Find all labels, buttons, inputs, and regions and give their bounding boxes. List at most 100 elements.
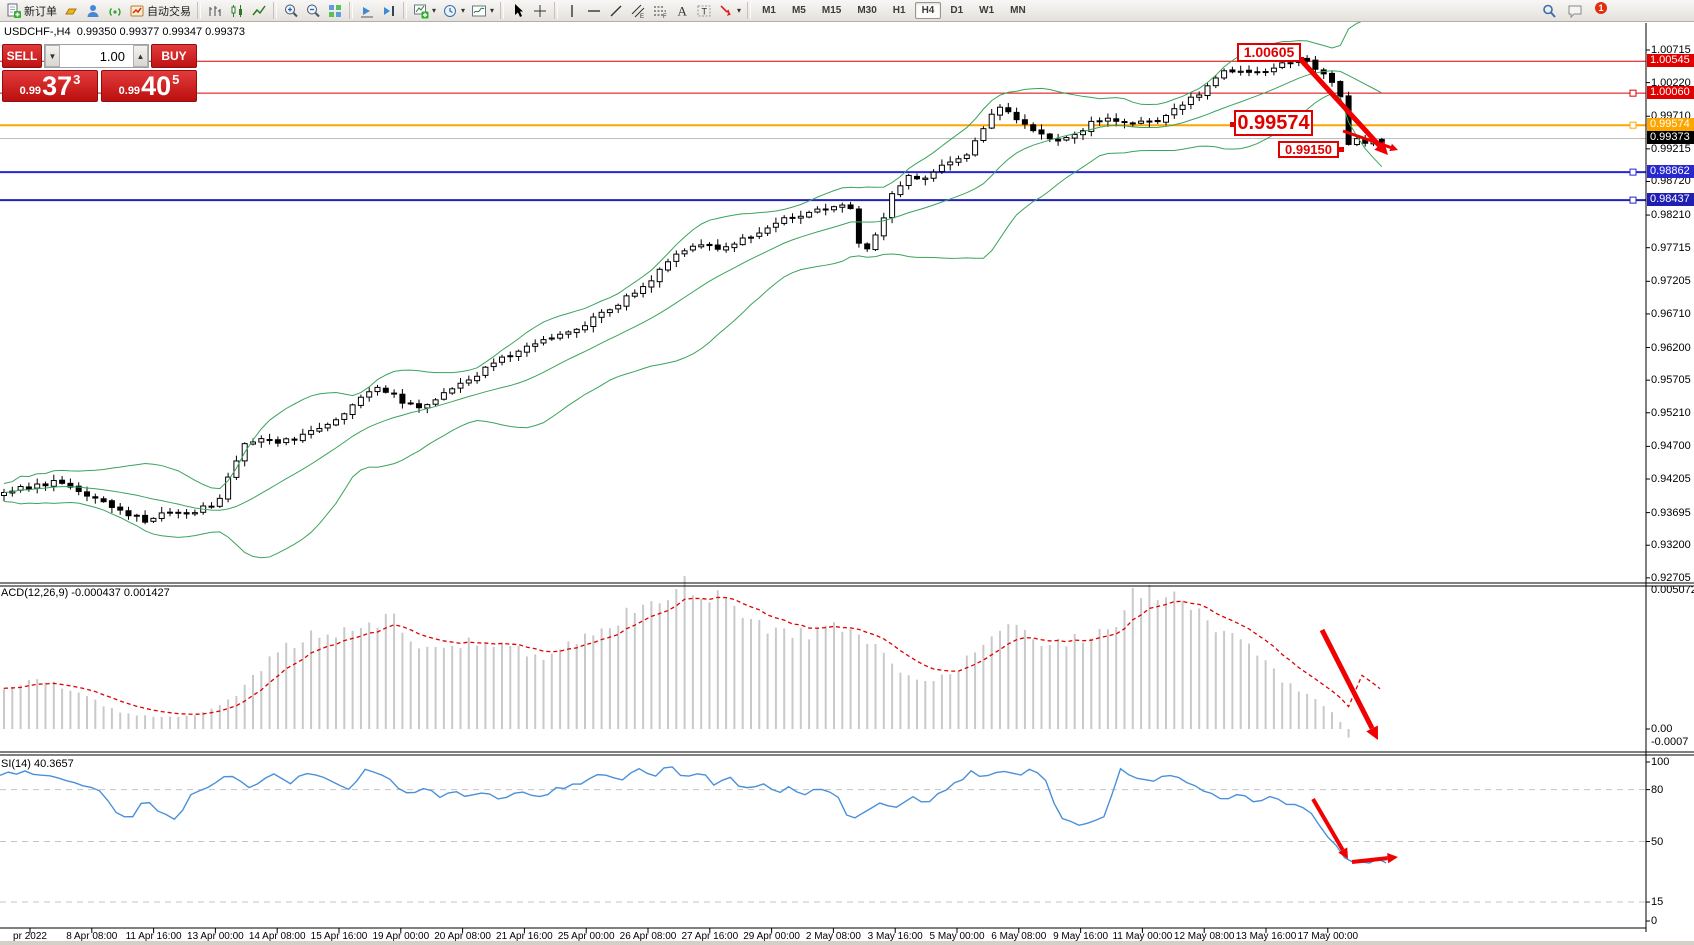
toolbar-button-bar-chart[interactable] [204, 0, 226, 21]
price-axis-tick: 0.93200 [1651, 539, 1691, 552]
candlestick [648, 280, 655, 288]
price-axis-tick: 0.95705 [1651, 374, 1691, 387]
toolbar-button-text-label[interactable]: T [693, 0, 715, 21]
buy-price-display[interactable]: 0.99 40 5 [101, 70, 197, 102]
toolbar-button-zoom-out[interactable] [302, 0, 324, 21]
chevron-down-icon[interactable]: ▾ [461, 6, 466, 15]
timeframe-mn[interactable]: MN [1010, 5, 1026, 16]
price-callout-mid[interactable]: 0.99574 [1234, 110, 1313, 136]
toolbar-button-crosshair[interactable] [529, 0, 551, 21]
volume-stepper[interactable]: ▼ 1.00 ▲ [44, 44, 149, 68]
timeframe-m30[interactable]: M30 [857, 5, 877, 16]
toolbar-button-line-chart[interactable] [248, 0, 270, 21]
time-axis-label: 15 Apr 16:00 [310, 931, 368, 942]
candlestick [914, 175, 920, 180]
candlestick [1212, 77, 1219, 87]
candlestick [482, 366, 489, 376]
callout-anchor[interactable] [1230, 122, 1235, 127]
timeframe-h1[interactable]: H1 [892, 5, 906, 16]
trend-arrow-rsi-flat[interactable] [1351, 856, 1388, 864]
toolbar-button-candle-chart[interactable] [226, 0, 248, 21]
price-level-handle[interactable] [1629, 168, 1637, 176]
toolbar-separator [403, 2, 407, 19]
candlestick [739, 237, 746, 246]
time-axis-label: 20 Apr 08:00 [434, 931, 491, 942]
chevron-down-icon[interactable]: ▾ [737, 6, 742, 15]
timeframe-h4[interactable]: H4 [914, 2, 942, 19]
new-order-icon [7, 3, 21, 18]
toolbar-button-channel[interactable]: E [627, 0, 649, 21]
timeframe-m5[interactable]: M5 [791, 5, 806, 16]
line-chart-icon [252, 5, 266, 15]
toolbar-button-chart-shift[interactable] [378, 0, 400, 21]
trend-arrow-macd-head[interactable] [1366, 725, 1378, 740]
price-axis-tick: 1.00715 [1651, 44, 1691, 56]
one-click-trading-panel: SELL ▼ 1.00 ▲ BUY 0.99 37 3 0.99 40 5 [2, 44, 197, 102]
trend-arrow-rsi-down[interactable] [1311, 797, 1345, 852]
toolbar-button-label: 自动交易 [147, 5, 191, 18]
toolbar-button-zoom-in[interactable] [280, 0, 302, 21]
trend-arrow-rsi-down-head[interactable] [1338, 847, 1348, 859]
toolbar-button-new-order[interactable]: 新订单 [3, 0, 60, 21]
candlestick [183, 512, 190, 515]
trend-arrow-small-head[interactable] [1389, 143, 1398, 152]
volume-increase-button[interactable]: ▲ [133, 45, 148, 67]
toolbar-button-vertical-line[interactable] [561, 0, 583, 21]
callout-anchor[interactable] [1299, 57, 1304, 62]
toolbar-button-fibonacci[interactable]: F [649, 0, 671, 21]
price-level-handle[interactable] [1629, 121, 1637, 129]
candlestick [905, 174, 912, 186]
timeframe-d1[interactable]: D1 [950, 5, 964, 16]
toolbar-button-person[interactable] [82, 0, 104, 21]
toolbar-button-periods[interactable]: ▾ [439, 0, 468, 21]
timeframe-m1[interactable]: M1 [762, 5, 776, 16]
toolbar-button-cursor[interactable] [507, 0, 529, 21]
timeframe-m15[interactable]: M15 [821, 5, 842, 16]
price-callout-low[interactable]: 0.99150 [1278, 141, 1339, 158]
timeframe-w1[interactable]: W1 [979, 5, 995, 16]
svg-text:A: A [678, 3, 688, 18]
volume-decrease-button[interactable]: ▼ [45, 45, 60, 67]
toolbar-button-horizontal-line[interactable] [583, 0, 605, 21]
price-level-handle[interactable] [1629, 89, 1637, 97]
chart-shift-icon [384, 5, 394, 16]
chat-button[interactable]: 1 [1564, 1, 1607, 22]
toolbar-button-tile-windows[interactable] [324, 0, 346, 21]
sell-button[interactable]: SELL [2, 44, 42, 68]
candlestick [548, 337, 555, 340]
price-axis-tick: 0.94700 [1651, 440, 1691, 453]
toolbar-button-arrows[interactable]: ▾ [715, 0, 744, 21]
candlestick [25, 486, 32, 490]
candlestick [698, 244, 705, 248]
crosshair-icon [534, 4, 547, 17]
candlestick [150, 517, 157, 522]
candlestick [1163, 115, 1169, 123]
volume-input[interactable]: 1.00 [99, 48, 125, 64]
trend-arrow-macd[interactable] [1319, 628, 1375, 730]
toolbar-button-indicators[interactable]: ▾ [410, 0, 439, 21]
toolbar-button-signal[interactable] [104, 0, 126, 21]
buy-button[interactable]: BUY [151, 44, 197, 68]
price-axis-tick: 0.95210 [1651, 406, 1691, 419]
candlestick [266, 439, 273, 442]
trend-arrow-main[interactable] [1299, 58, 1382, 148]
svg-text:F: F [663, 14, 667, 19]
price-level-handle[interactable] [1629, 196, 1637, 204]
toolbar-button-autotrade[interactable]: 自动交易 [126, 0, 194, 21]
sell-price-display[interactable]: 0.99 37 3 [2, 70, 98, 102]
toolbar-button-templates[interactable]: ▾ [468, 0, 497, 21]
search-button[interactable] [1538, 1, 1560, 22]
toolbar-button-text[interactable]: A [671, 0, 693, 21]
trend-arrow-small[interactable] [1342, 129, 1392, 149]
chevron-down-icon[interactable]: ▾ [432, 6, 437, 15]
price-callout-high[interactable]: 1.00605 [1237, 43, 1301, 62]
chevron-down-icon[interactable]: ▾ [490, 6, 495, 15]
toolbar-button-auto-scroll[interactable] [356, 0, 378, 21]
candlestick [50, 480, 57, 487]
callout-anchor[interactable] [1339, 147, 1344, 152]
toolbar-button-trendline[interactable] [605, 0, 627, 21]
candlestick [133, 514, 140, 517]
toolbar-button-gold-ingot[interactable] [60, 0, 82, 21]
trend-arrow-rsi-flat-head[interactable] [1387, 852, 1398, 864]
